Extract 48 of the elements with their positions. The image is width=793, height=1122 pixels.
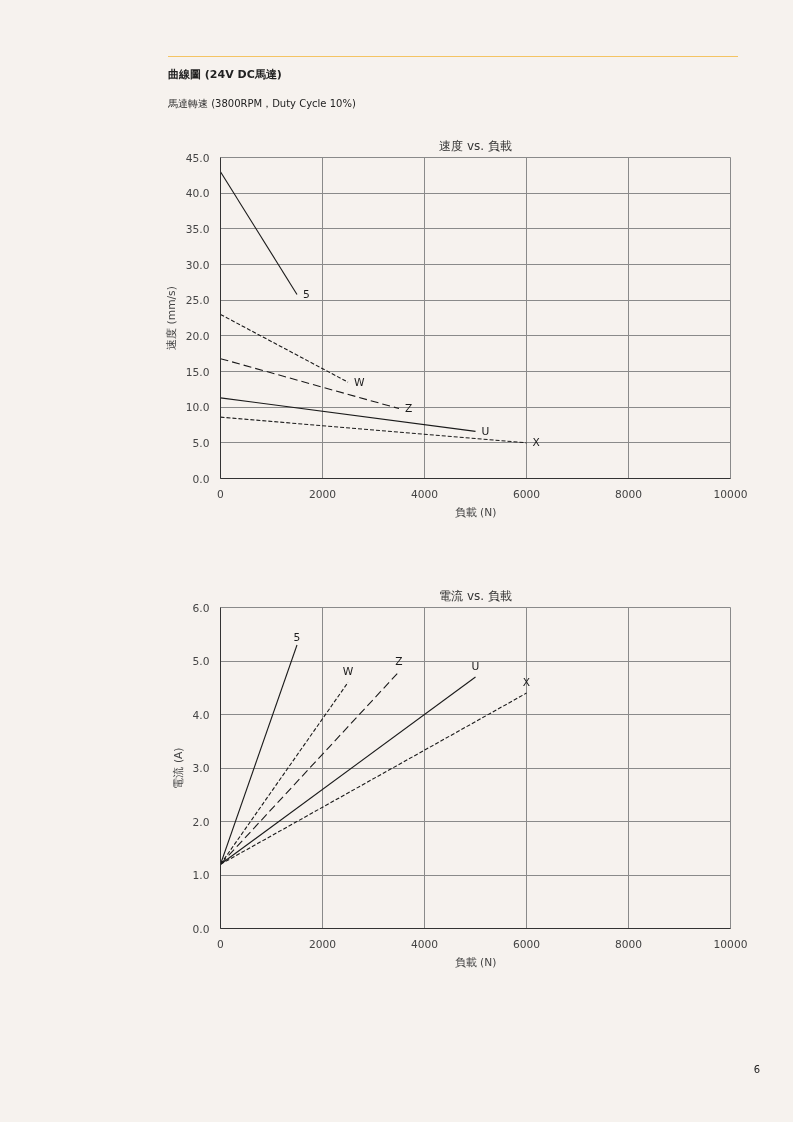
chart-title: 速度 vs. 負載 — [439, 138, 512, 153]
y-axis-title: 速度 (mm/s) — [164, 286, 178, 350]
x-tick-label: 8000 — [614, 487, 643, 501]
x-tick-label: 0 — [217, 937, 225, 951]
y-tick-label: 3.0 — [192, 762, 210, 775]
y-tick-label: 0.0 — [192, 472, 210, 486]
x-axis-title: 負載 (N) — [454, 955, 497, 969]
x-tick-label: 2000 — [308, 487, 337, 501]
x-tick-label: 4000 — [410, 937, 439, 951]
series-label: 5 — [303, 288, 310, 302]
series-label: Z — [395, 654, 403, 668]
x-tick-label: 8000 — [614, 937, 643, 951]
x-axis-title: 負載 (N) — [454, 505, 497, 519]
y-tick-label: 2.0 — [192, 815, 210, 829]
x-tick-label: 4000 — [410, 487, 439, 501]
y-tick-label: 30.0 — [185, 258, 210, 272]
x-tick-label: 10000 — [713, 487, 748, 501]
y-tick-label: 6.0 — [192, 601, 210, 615]
y-tick-label: 35.0 — [185, 222, 210, 236]
series-label: W — [354, 375, 365, 389]
y-tick-label: 45.0 — [185, 151, 210, 165]
y-tick-label: 20.0 — [185, 329, 210, 343]
y-tick-label: 15.0 — [185, 365, 210, 379]
x-tick-label: 2000 — [308, 937, 337, 951]
series-label: U — [481, 424, 490, 438]
y-tick-label: 0.0 — [192, 922, 210, 936]
series-label: W — [342, 665, 354, 679]
x-tick-label: 6000 — [512, 937, 541, 951]
y-tick-label: 4.0 — [192, 708, 210, 722]
x-tick-label: 10000 — [713, 937, 748, 951]
y-tick-label: 5.0 — [192, 436, 210, 450]
y-tick-label: 10.0 — [185, 401, 210, 415]
series-label: 5 — [293, 630, 301, 644]
y-tick-label: 25.0 — [185, 294, 210, 308]
series-label: Z — [405, 402, 413, 416]
chart-title: 電流 vs. 負載 — [439, 588, 512, 603]
x-tick-label: 6000 — [512, 487, 541, 501]
series-label: X — [522, 676, 531, 690]
text: 曲線圖 (24V DC馬達) — [168, 67, 283, 83]
y-tick-label: 40.0 — [185, 187, 210, 201]
text: 6 — [752, 1063, 760, 1077]
series-label: U — [471, 660, 480, 674]
x-tick-label: 0 — [217, 487, 225, 501]
y-axis-title: 電流 (A) — [171, 747, 185, 789]
text: 馬達轉速 (3800RPM，Duty Cycle 10%) — [168, 96, 357, 111]
y-tick-label: 5.0 — [192, 655, 210, 668]
y-tick-label: 1.0 — [192, 869, 210, 882]
series-label: X — [532, 436, 540, 450]
